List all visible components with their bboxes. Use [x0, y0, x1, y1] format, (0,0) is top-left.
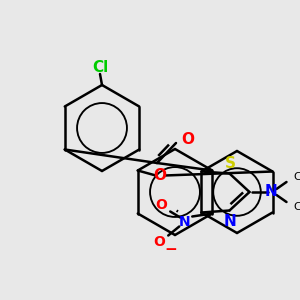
Text: CH₃: CH₃ [293, 202, 300, 212]
Text: −: − [165, 242, 178, 257]
Text: O: O [153, 235, 165, 248]
Text: O: O [181, 133, 194, 148]
Text: N: N [224, 214, 237, 229]
Text: O: O [153, 168, 166, 183]
Text: N: N [178, 214, 190, 229]
Text: N: N [265, 184, 278, 200]
Text: O: O [155, 197, 167, 212]
Text: Cl: Cl [92, 59, 108, 74]
Text: S: S [225, 156, 236, 171]
Text: CH₃: CH₃ [293, 172, 300, 182]
